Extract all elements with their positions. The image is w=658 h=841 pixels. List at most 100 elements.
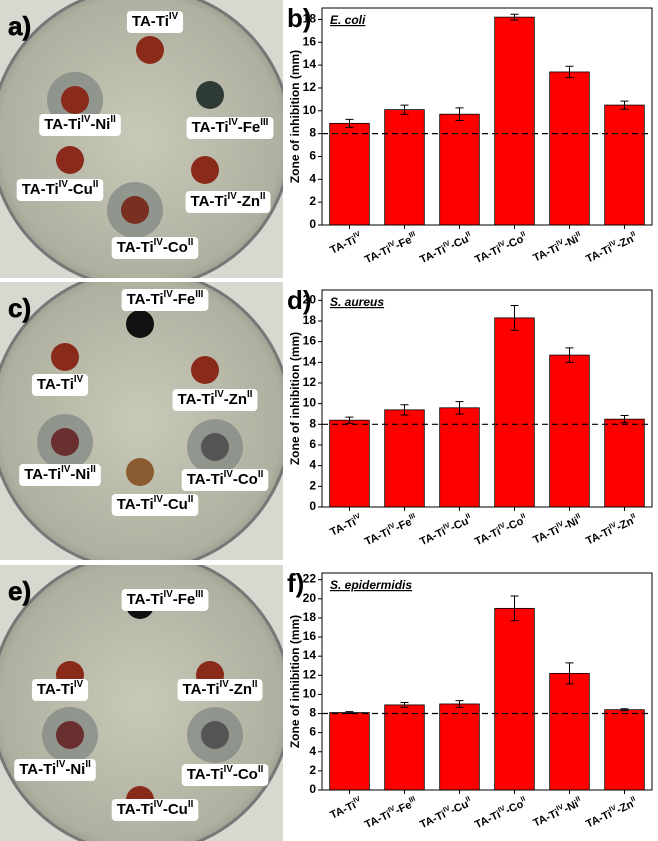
error-bar	[400, 404, 409, 416]
panel-label: e)	[8, 576, 31, 606]
error-bar	[345, 416, 354, 424]
y-tick-label: 10	[303, 687, 317, 701]
y-tick-label: 0	[309, 782, 316, 796]
error-bar	[565, 347, 574, 363]
x-tick-label: TA-TiIV-FeIII	[362, 795, 419, 832]
y-tick-label: 22	[303, 572, 317, 586]
label-box	[39, 114, 121, 136]
y-tick-label: 16	[303, 334, 317, 348]
x-tick-label: TA-TiIV-ZnII	[583, 795, 639, 831]
sample-disk	[201, 433, 229, 461]
y-axis-label: Zone of inhibition (mm)	[288, 615, 302, 748]
photo-label: TA-TiIV-FeIII	[192, 117, 269, 136]
photo-label: TA-TiIV-ZnII	[183, 679, 258, 698]
bar	[384, 409, 425, 508]
label-box	[31, 679, 89, 701]
y-tick-label: 8	[309, 417, 316, 431]
y-axis-label: Zone of inhibition (mm)	[288, 332, 302, 465]
label-box	[19, 464, 101, 486]
bar	[549, 354, 590, 508]
photo-label: TA-TiIV	[132, 11, 179, 30]
bar	[604, 104, 645, 226]
sample-disk	[191, 156, 219, 184]
photo-label: TA-TiIV-CuII	[117, 494, 194, 513]
bar	[494, 607, 535, 791]
panel-label: b)	[287, 3, 312, 33]
sample-disk	[56, 721, 84, 749]
label-box	[111, 494, 199, 516]
sample-disk	[51, 343, 79, 371]
y-tick-label: 2	[309, 479, 316, 493]
y-tick-label: 10	[303, 103, 317, 117]
sample-disk	[56, 146, 84, 174]
bar	[384, 704, 425, 791]
y-tick-label: 16	[303, 629, 317, 643]
x-tick-label: TA-TiIV-CuII	[417, 512, 474, 548]
panel-label: d)	[287, 285, 312, 315]
bar	[604, 418, 645, 508]
panel-label: c)	[8, 293, 31, 323]
bar	[329, 419, 370, 508]
bar	[604, 709, 645, 791]
label-box	[181, 469, 269, 491]
bar	[329, 712, 370, 791]
bar	[439, 113, 480, 226]
sample-disk	[126, 310, 154, 338]
label-box	[121, 589, 209, 611]
y-tick-label: 18	[303, 610, 317, 624]
label-box	[111, 799, 199, 821]
panel-label: a)	[8, 11, 31, 41]
sample-disk	[191, 356, 219, 384]
bar	[329, 122, 370, 226]
label-box	[121, 289, 209, 311]
label-box	[16, 179, 104, 201]
x-tick-label: TA-TiIV-CuII	[417, 230, 474, 266]
plot-frame	[321, 7, 653, 226]
y-tick-label: 14	[303, 355, 317, 369]
y-tick-label: 2	[309, 194, 316, 208]
photo-label: TA-TiIV-ZnII	[191, 191, 266, 210]
y-tick-label: 16	[303, 34, 317, 48]
photo-label: TA-TiIV-CoII	[117, 237, 194, 256]
error-bar	[455, 401, 464, 415]
label-box	[177, 679, 263, 701]
x-tick-label: TA-TiIV	[327, 795, 364, 822]
label-box	[172, 389, 258, 411]
chart-title: E. coli	[330, 13, 366, 27]
bar	[549, 71, 590, 226]
error-bar	[565, 65, 574, 79]
sample-disk	[121, 196, 149, 224]
x-tick-label: TA-TiIV-FeIII	[362, 512, 419, 549]
y-tick-label: 20	[303, 591, 317, 605]
sample-disk	[61, 86, 89, 114]
sample-disk	[126, 458, 154, 486]
x-tick-label: TA-TiIV-FeIII	[362, 230, 419, 267]
error-bar	[345, 118, 354, 128]
bar	[549, 672, 590, 791]
sample-disk	[196, 81, 224, 109]
bar	[439, 703, 480, 791]
plot-frame	[321, 289, 653, 508]
label-box	[185, 191, 271, 213]
y-tick-label: 18	[303, 12, 317, 26]
label-box	[14, 759, 96, 781]
photo-label: TA-TiIV	[37, 374, 84, 393]
photo-label: TA-TiIV-FeIII	[127, 589, 204, 608]
y-tick-label: 14	[303, 57, 317, 71]
x-tick-label: TA-TiIV-CoII	[472, 512, 529, 548]
photo-label: TA-TiIV-NiII	[19, 759, 91, 778]
error-bar	[455, 107, 464, 121]
plot-frame	[321, 572, 653, 791]
y-tick-label: 12	[303, 667, 317, 681]
bar	[494, 16, 535, 226]
y-tick-label: 6	[309, 725, 316, 739]
bar	[494, 317, 535, 508]
error-bar	[620, 415, 629, 424]
error-bar	[510, 13, 519, 21]
y-tick-label: 4	[309, 171, 316, 185]
y-tick-label: 4	[309, 458, 316, 472]
x-tick-label: TA-TiIV-ZnII	[583, 512, 639, 548]
y-tick-label: 14	[303, 648, 317, 662]
y-tick-label: 18	[303, 313, 317, 327]
